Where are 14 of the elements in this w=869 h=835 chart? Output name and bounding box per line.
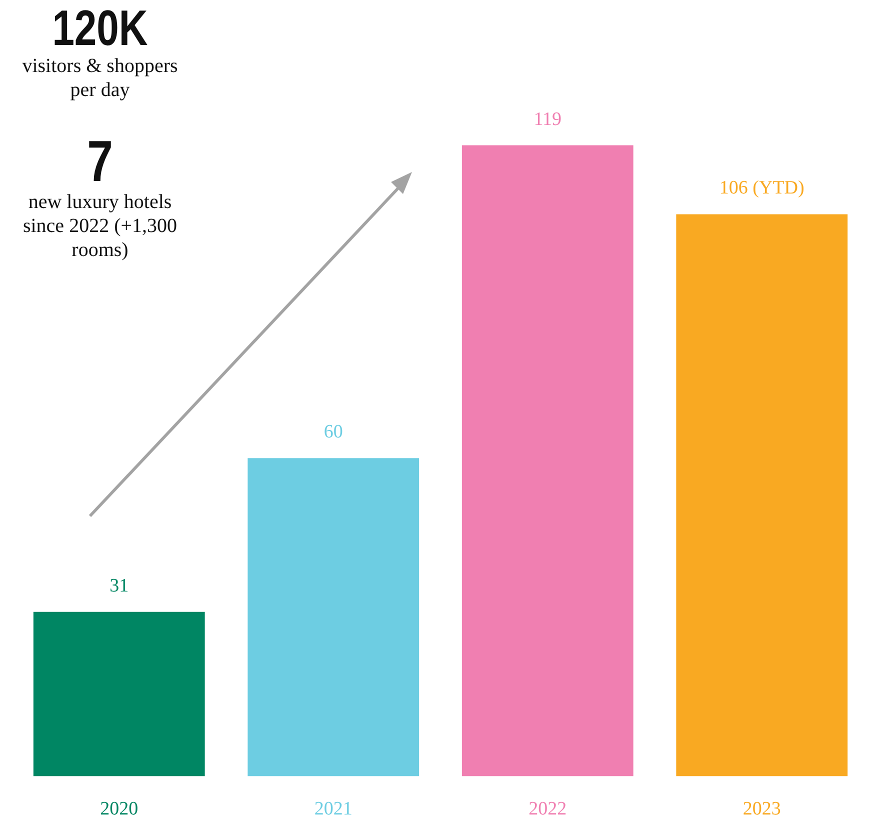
x-tick-label: 2022 <box>528 798 567 820</box>
data-label: 119 <box>534 108 562 130</box>
text: 120K <box>51 0 149 56</box>
x-tick-label: 2023 <box>742 798 781 820</box>
text: visitors & shoppers per day <box>21 54 179 102</box>
data-label: 31 <box>110 575 129 596</box>
data-label: 60 <box>324 422 343 443</box>
x-tick-label: 2021 <box>314 798 352 820</box>
bar <box>462 145 634 776</box>
bar <box>676 214 848 776</box>
bar <box>33 612 205 776</box>
x-tick-label: 2020 <box>100 798 138 820</box>
data-label: 106 (YTD) <box>719 178 804 199</box>
bar <box>248 458 420 776</box>
